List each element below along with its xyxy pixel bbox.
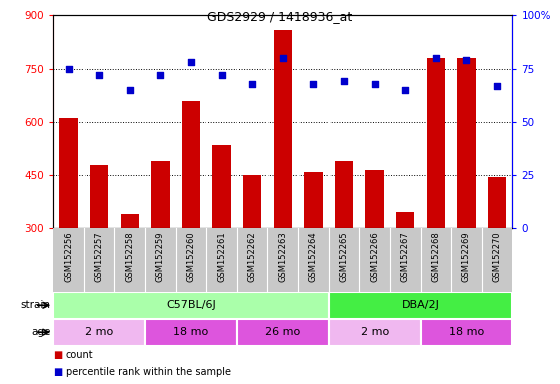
Point [401, 87, 410, 93]
Bar [335, 161, 353, 335]
Text: GSM152267: GSM152267 [401, 232, 410, 282]
Text: 2 mo: 2 mo [361, 327, 389, 337]
Text: C57BL/6J: C57BL/6J [166, 300, 216, 310]
Point [64, 66, 73, 72]
Text: ■: ■ [53, 366, 63, 377]
Bar [274, 30, 292, 335]
Text: 26 mo: 26 mo [265, 327, 300, 337]
Text: GSM152257: GSM152257 [95, 232, 104, 282]
Bar [182, 101, 200, 335]
Point [217, 72, 226, 78]
Point [278, 55, 287, 61]
Text: GDS2929 / 1418936_at: GDS2929 / 1418936_at [207, 10, 353, 23]
Point [339, 78, 348, 84]
Text: count: count [66, 350, 93, 360]
Text: DBA/2J: DBA/2J [402, 300, 440, 310]
Bar [53, 319, 145, 346]
Text: GSM152264: GSM152264 [309, 232, 318, 282]
Bar [243, 175, 262, 335]
Point [370, 81, 379, 87]
Text: GSM152266: GSM152266 [370, 232, 379, 282]
Text: GSM152259: GSM152259 [156, 232, 165, 282]
Bar [329, 292, 512, 319]
Bar [212, 145, 231, 335]
Bar [59, 118, 78, 335]
Text: GSM152270: GSM152270 [493, 232, 502, 282]
Point [309, 81, 318, 87]
Text: 2 mo: 2 mo [85, 327, 113, 337]
Bar [458, 58, 475, 335]
Text: ■: ■ [53, 350, 63, 360]
Text: GSM152268: GSM152268 [431, 232, 440, 282]
Point [431, 55, 440, 61]
Point [95, 72, 104, 78]
Bar [488, 177, 506, 335]
Text: strain: strain [20, 300, 50, 310]
Point [186, 59, 195, 65]
Bar [304, 172, 323, 335]
Text: GSM152260: GSM152260 [186, 232, 195, 282]
Point [125, 87, 134, 93]
Bar [366, 170, 384, 335]
Text: GSM152263: GSM152263 [278, 232, 287, 282]
Bar [53, 292, 329, 319]
Text: GSM152256: GSM152256 [64, 232, 73, 282]
Bar [329, 319, 421, 346]
Bar [237, 319, 329, 346]
Text: percentile rank within the sample: percentile rank within the sample [66, 366, 231, 377]
Text: GSM152265: GSM152265 [339, 232, 348, 282]
Bar [145, 319, 237, 346]
Point [493, 83, 502, 89]
Text: GSM152262: GSM152262 [248, 232, 256, 282]
Text: age: age [31, 327, 50, 337]
Point [248, 81, 256, 87]
Bar [151, 161, 170, 335]
Text: 18 mo: 18 mo [449, 327, 484, 337]
Bar [427, 58, 445, 335]
Point [462, 57, 471, 63]
Bar [120, 214, 139, 335]
Text: GSM152261: GSM152261 [217, 232, 226, 282]
Text: 18 mo: 18 mo [174, 327, 208, 337]
Bar [421, 319, 512, 346]
Point [156, 72, 165, 78]
Text: GSM152258: GSM152258 [125, 232, 134, 282]
Bar [90, 164, 108, 335]
Text: GSM152269: GSM152269 [462, 232, 471, 282]
Bar [396, 212, 414, 335]
